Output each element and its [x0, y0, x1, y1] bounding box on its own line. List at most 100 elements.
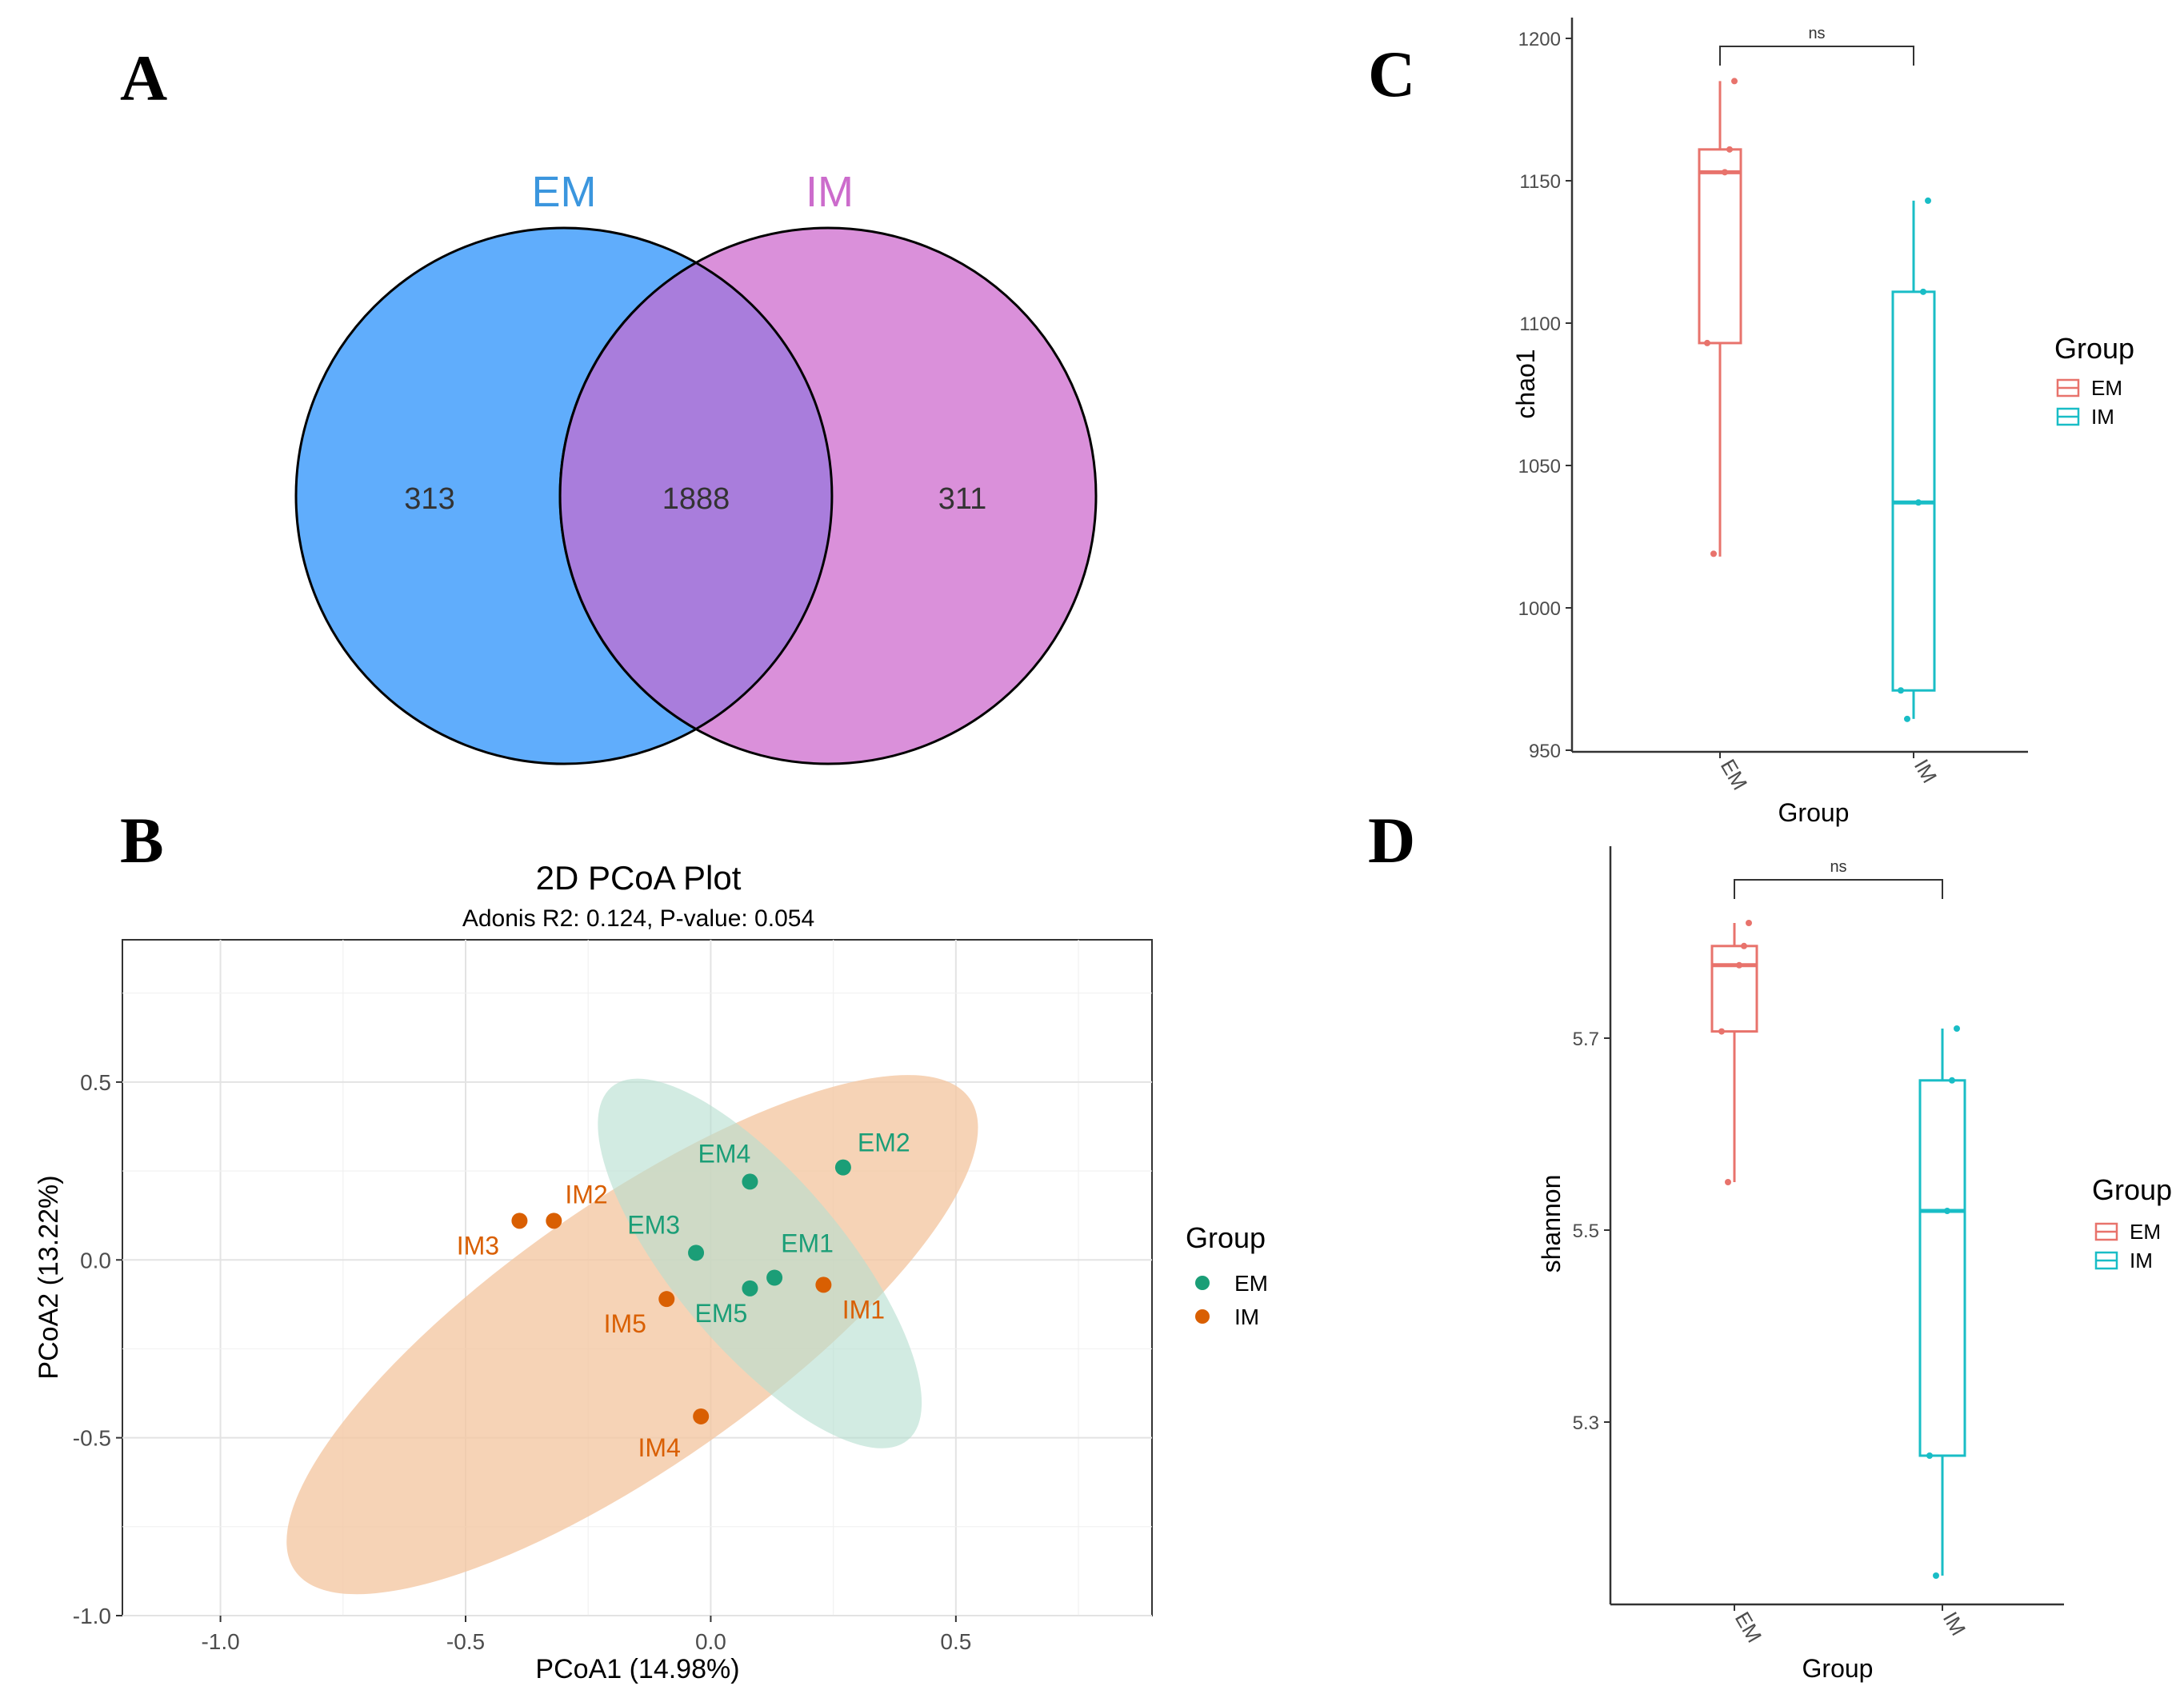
chao1-y-tick-label: 1100 [1519, 314, 1561, 335]
pcoa-points: EM1 EM2 EM3 EM4 EM5 IM1 IM2 IM3 IM4 IM5 [457, 1129, 910, 1462]
panel-b-letter: B [120, 804, 164, 877]
pcoa-point-label-im1: IM1 [842, 1295, 885, 1324]
chao1-y-tick-label: 1200 [1518, 29, 1561, 50]
chao1-point-im [1925, 197, 1931, 204]
panel-d-letter: D [1368, 804, 1415, 877]
shannon-box-em [1710, 945, 1758, 1033]
chao1-y-tick-label: 1000 [1518, 598, 1561, 620]
shannon-point-em [1736, 961, 1742, 969]
chao1-box-em [1698, 148, 1742, 345]
pcoa-point-em5 [742, 1280, 758, 1296]
chao1-y-ticks: 950 1000 1050 1100 1150 1200 [1518, 29, 1572, 762]
venn-count-shared: 1888 [662, 482, 730, 516]
pcoa-point-em2 [834, 1159, 851, 1176]
chao1-box-im [1891, 290, 1936, 692]
chao1-point-im [1898, 687, 1904, 694]
pcoa-point-label-em1: EM1 [781, 1229, 834, 1258]
pcoa-legend-im-label: IM [1234, 1304, 1259, 1329]
chao1-boxes [1698, 78, 1936, 722]
pcoa-legend-title: Group [1186, 1221, 1266, 1254]
chao1-point-im [1915, 499, 1922, 506]
venn-count-im-only: 311 [938, 482, 987, 516]
pcoa-legend-em-key [1195, 1276, 1210, 1290]
shannon-x-tick-label: EM [1730, 1608, 1766, 1647]
shannon-legend-label-em: EM [2130, 1220, 2161, 1244]
chao1-significance-bracket: ns [1719, 25, 1914, 66]
chao1-point-em [1704, 339, 1710, 346]
panel-c-letter: C [1368, 38, 1415, 110]
shannon-bracket-line [1734, 879, 1943, 899]
shannon-point-em [1746, 920, 1752, 926]
shannon-point-im [1944, 1208, 1950, 1214]
shannon-point-im [1926, 1452, 1933, 1459]
shannon-bracket-label: ns [1830, 858, 1846, 876]
chao1-point-im [1920, 288, 1926, 295]
pcoa-y-tick-label: -0.5 [73, 1426, 111, 1451]
shannon-x-tick-label: IM [1938, 1608, 1970, 1640]
pcoa-point-em1 [766, 1269, 783, 1286]
shannon-y-tick-label: 5.3 [1573, 1412, 1599, 1434]
chao1-bracket-line [1719, 46, 1914, 66]
pcoa-point-label-em2: EM2 [858, 1129, 910, 1157]
pcoa-ellipses [286, 1075, 978, 1595]
panel-d: D 5.3 5.5 5.7 ns EM IM Group shannon Group … [1368, 804, 2172, 1683]
pcoa-point-im3 [511, 1213, 528, 1229]
shannon-y-axis-title: shannon [1537, 1175, 1566, 1273]
pcoa-subtitle: Adonis R2: 0.124, P-value: 0.054 [462, 905, 814, 932]
pcoa-y-axis-title: PCoA2 (13.22%) [34, 1175, 64, 1379]
pcoa-y-tick-label: 0.5 [80, 1070, 111, 1095]
pcoa-ellipse-em [598, 1078, 922, 1448]
shannon-legend: Group EM IM [2092, 1173, 2172, 1273]
pcoa-y-tick-label: -1.0 [73, 1604, 111, 1628]
chao1-y-axis-title: chao1 [1511, 349, 1540, 418]
venn-set-im-label: IM [806, 168, 854, 216]
chao1-legend-label-em: EM [2091, 376, 2122, 400]
chao1-legend-title: Group [2054, 332, 2134, 365]
shannon-point-em [1725, 1179, 1731, 1185]
shannon-legend-label-im: IM [2130, 1249, 2153, 1273]
pcoa-x-tick-label: -0.5 [446, 1629, 485, 1654]
pcoa-x-tick-label: -1.0 [201, 1629, 239, 1654]
pcoa-point-em4 [742, 1173, 758, 1190]
shannon-y-tick-label: 5.7 [1573, 1029, 1599, 1050]
shannon-point-im [1949, 1077, 1955, 1084]
venn-overlap [558, 261, 834, 731]
shannon-y-tick-label: 5.5 [1573, 1221, 1599, 1242]
shannon-x-axis-title: Group [1802, 1654, 1874, 1683]
chao1-y-tick-label: 1150 [1519, 171, 1561, 193]
venn-count-em-only: 313 [404, 482, 454, 516]
chao1-legend: Group EM IM [2054, 332, 2134, 429]
pcoa-point-label-em3: EM3 [627, 1210, 680, 1239]
venn-set-em-label: EM [532, 168, 597, 216]
chao1-y-tick-label: 1050 [1518, 456, 1561, 477]
chao1-point-em [1722, 169, 1728, 176]
pcoa-point-label-im5: IM5 [604, 1309, 646, 1338]
chao1-bracket-label: ns [1808, 25, 1825, 42]
pcoa-legend-em-label: EM [1234, 1271, 1268, 1296]
pcoa-point-label-im4: IM4 [638, 1433, 680, 1462]
pcoa-legend-im-key [1195, 1309, 1210, 1324]
chao1-x-axis-title: Group [1778, 798, 1850, 827]
chao1-point-em [1726, 146, 1733, 153]
pcoa-y-tick-label: 0.0 [80, 1248, 111, 1273]
panel-a-letter: A [120, 42, 167, 114]
pcoa-point-label-em5: EM5 [695, 1299, 748, 1328]
pcoa-point-label-im3: IM3 [457, 1231, 499, 1260]
shannon-point-em [1718, 1028, 1725, 1035]
panel-a: A EM IM 313 1888 311 [120, 42, 1098, 765]
chao1-point-em [1731, 78, 1738, 85]
panel-c: C 950 1000 1050 1100 1150 1200 ns EM IM Group … [1368, 18, 2134, 827]
pcoa-x-axis-title: PCoA1 (14.98%) [535, 1654, 739, 1684]
shannon-point-im [1933, 1572, 1939, 1579]
pcoa-x-tick-label: 0.0 [695, 1629, 726, 1654]
pcoa-point-im5 [658, 1291, 675, 1308]
chao1-point-im [1904, 715, 1910, 722]
pcoa-legend: Group EM IM [1186, 1221, 1268, 1329]
pcoa-x-ticks: -1.0 -0.5 0.0 0.5 [201, 1616, 971, 1654]
shannon-significance-bracket: ns [1734, 858, 1943, 899]
chao1-y-tick-label: 950 [1529, 741, 1561, 762]
shannon-legend-title: Group [2092, 1173, 2172, 1206]
shannon-point-im [1954, 1025, 1960, 1032]
pcoa-point-label-im2: IM2 [565, 1180, 607, 1209]
